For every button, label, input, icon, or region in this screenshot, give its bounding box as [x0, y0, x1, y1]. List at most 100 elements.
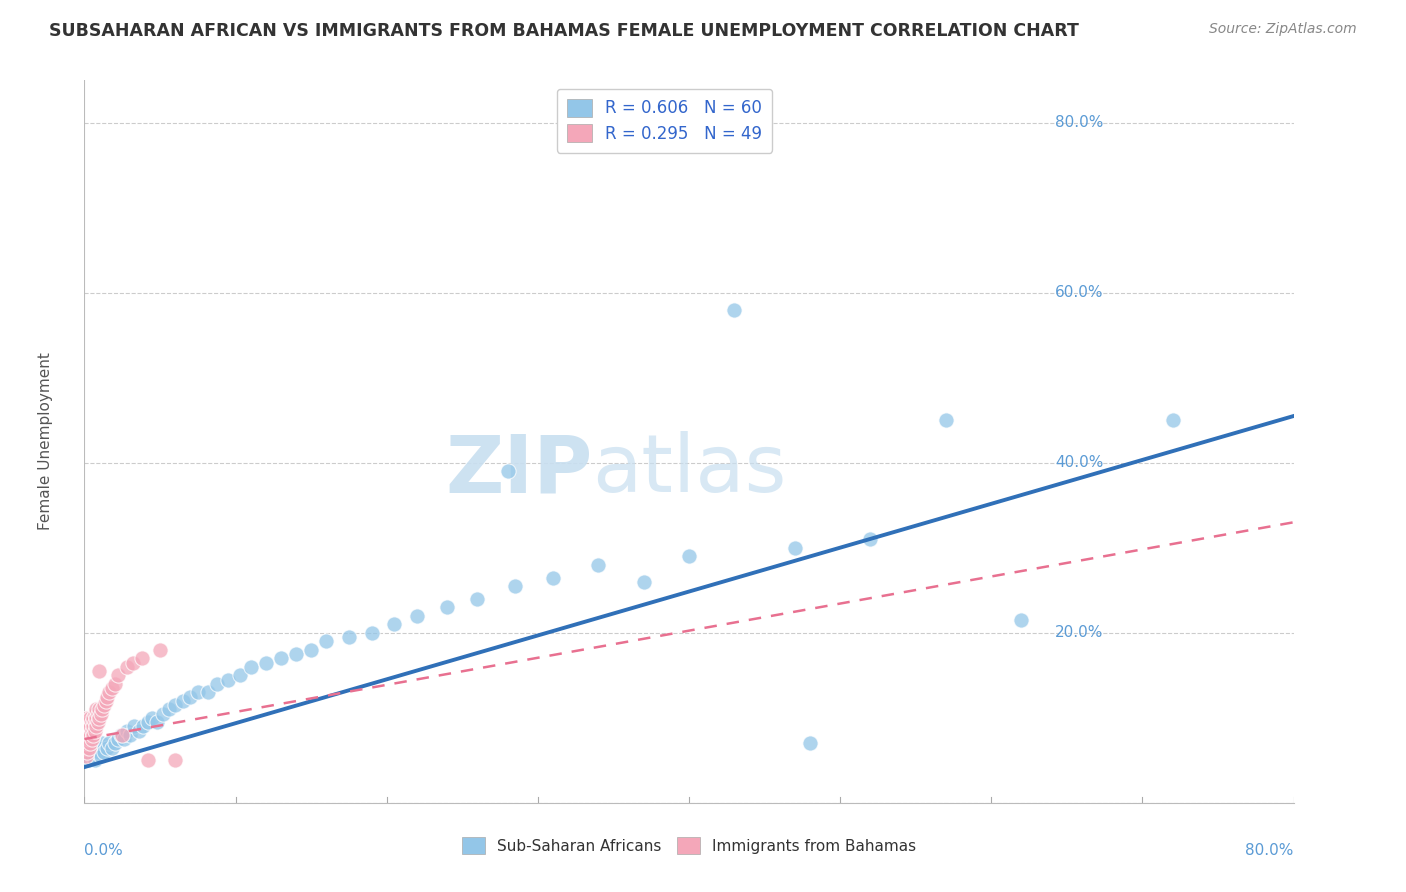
- Point: [82, 719, 104, 733]
- Point: [541, 570, 564, 584]
- Point: [104, 736, 127, 750]
- Point: [93, 745, 115, 759]
- Text: SUBSAHARAN AFRICAN VS IMMIGRANTS FROM BAHAMAS FEMALE UNEMPLOYMENT CORRELATION CH: SUBSAHARAN AFRICAN VS IMMIGRANTS FROM BA…: [49, 22, 1078, 40]
- Point: [77, 714, 100, 729]
- Point: [89, 711, 111, 725]
- Point: [141, 711, 163, 725]
- Point: [104, 677, 127, 691]
- Point: [80, 714, 103, 729]
- Point: [382, 617, 405, 632]
- Point: [436, 600, 458, 615]
- Text: 20.0%: 20.0%: [1056, 625, 1104, 640]
- Point: [633, 574, 655, 589]
- Text: 80.0%: 80.0%: [1056, 115, 1104, 130]
- Point: [110, 728, 132, 742]
- Point: [179, 690, 201, 704]
- Point: [360, 625, 382, 640]
- Point: [82, 711, 104, 725]
- Point: [122, 719, 145, 733]
- Point: [86, 702, 108, 716]
- Legend: Sub-Saharan Africans, Immigrants from Bahamas: Sub-Saharan Africans, Immigrants from Ba…: [456, 831, 922, 860]
- Point: [337, 630, 360, 644]
- Point: [239, 660, 262, 674]
- Point: [96, 740, 118, 755]
- Point: [87, 706, 110, 721]
- Point: [799, 736, 821, 750]
- Point: [80, 723, 103, 738]
- Point: [79, 711, 101, 725]
- Point: [496, 464, 519, 478]
- Point: [146, 714, 169, 729]
- Point: [503, 579, 526, 593]
- Text: Female Unemployment: Female Unemployment: [38, 352, 53, 531]
- Text: 60.0%: 60.0%: [1056, 285, 1104, 301]
- Point: [678, 549, 700, 564]
- Point: [197, 685, 219, 699]
- Point: [115, 660, 138, 674]
- Point: [165, 753, 187, 767]
- Point: [100, 681, 122, 695]
- Point: [76, 736, 98, 750]
- Point: [86, 745, 108, 759]
- Point: [859, 533, 882, 547]
- Point: [80, 732, 103, 747]
- Point: [84, 753, 107, 767]
- Point: [285, 647, 308, 661]
- Point: [87, 714, 110, 729]
- Point: [299, 642, 322, 657]
- Point: [157, 702, 180, 716]
- Point: [97, 736, 120, 750]
- Point: [75, 749, 97, 764]
- Point: [111, 728, 134, 742]
- Point: [77, 740, 100, 755]
- Text: 0.0%: 0.0%: [84, 843, 124, 857]
- Point: [89, 664, 111, 678]
- Point: [152, 706, 174, 721]
- Point: [89, 745, 111, 759]
- Point: [107, 668, 129, 682]
- Text: 80.0%: 80.0%: [1246, 843, 1294, 857]
- Point: [131, 651, 153, 665]
- Point: [132, 719, 155, 733]
- Point: [165, 698, 187, 712]
- Point: [406, 608, 429, 623]
- Point: [79, 728, 101, 742]
- Point: [89, 702, 111, 716]
- Point: [84, 706, 107, 721]
- Point: [82, 728, 104, 742]
- Text: 40.0%: 40.0%: [1056, 455, 1104, 470]
- Point: [270, 651, 292, 665]
- Point: [935, 413, 957, 427]
- Point: [115, 723, 138, 738]
- Point: [118, 728, 141, 742]
- Point: [187, 685, 209, 699]
- Point: [80, 749, 103, 764]
- Point: [87, 740, 110, 755]
- Text: Source: ZipAtlas.com: Source: ZipAtlas.com: [1209, 22, 1357, 37]
- Point: [79, 719, 101, 733]
- Point: [96, 690, 118, 704]
- Point: [75, 740, 97, 755]
- Point: [86, 711, 108, 725]
- Point: [94, 694, 117, 708]
- Point: [84, 714, 107, 729]
- Point: [315, 634, 337, 648]
- Point: [97, 685, 120, 699]
- Point: [229, 668, 252, 682]
- Point: [217, 673, 239, 687]
- Point: [136, 714, 159, 729]
- Text: ZIP: ZIP: [444, 432, 592, 509]
- Point: [77, 723, 100, 738]
- Point: [128, 723, 150, 738]
- Point: [467, 591, 489, 606]
- Point: [77, 753, 100, 767]
- Point: [1011, 613, 1033, 627]
- Point: [90, 749, 112, 764]
- Point: [76, 711, 98, 725]
- Point: [84, 723, 107, 738]
- Point: [91, 736, 114, 750]
- Point: [75, 732, 97, 747]
- Point: [112, 732, 135, 747]
- Point: [76, 745, 98, 759]
- Point: [136, 753, 159, 767]
